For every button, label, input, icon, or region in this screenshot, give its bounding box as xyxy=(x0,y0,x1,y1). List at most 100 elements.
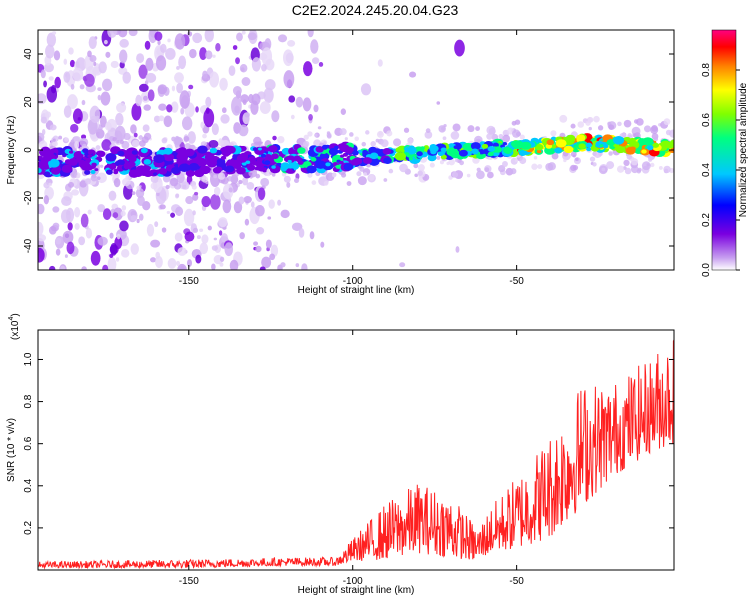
band-halo-blob xyxy=(545,163,554,171)
spectrogram-panel: -150 -100 -50 -40 -20 0 20 40 Height of straigh… xyxy=(6,29,675,296)
noise-blob xyxy=(101,139,112,151)
noise-blob xyxy=(74,141,80,149)
noise-blob xyxy=(74,223,80,230)
noise-blob xyxy=(180,107,185,115)
noise-blob xyxy=(290,114,295,120)
noise-blob xyxy=(454,39,465,57)
band-blob xyxy=(665,141,674,149)
noise-blob xyxy=(287,40,296,47)
band-blob xyxy=(334,145,339,150)
snr-ticks: -150 -100 -50 0.2 0.4 0.6 0.8 1.0 xyxy=(23,330,674,587)
colorbar-tick-label: 0.2 xyxy=(701,213,712,227)
band-blob xyxy=(271,165,276,169)
band-blob xyxy=(625,146,636,155)
band-blob xyxy=(123,163,131,170)
noise-blob xyxy=(154,221,159,228)
noise-blob xyxy=(73,136,81,143)
band-blob xyxy=(335,164,341,169)
noise-blob xyxy=(238,124,249,137)
band-halo-blob xyxy=(257,141,262,146)
noise-blob xyxy=(243,196,252,204)
band-halo-blob xyxy=(653,136,659,142)
noise-blob xyxy=(295,96,304,108)
noise-blob xyxy=(163,115,173,128)
band-halo-blob xyxy=(593,115,600,123)
noise-blob xyxy=(138,64,148,79)
band-halo-blob xyxy=(79,137,89,147)
band-blob xyxy=(185,160,190,164)
noise-blob xyxy=(135,94,142,107)
noise-blob xyxy=(269,253,276,261)
band-halo-blob xyxy=(514,119,521,125)
noise-blob xyxy=(55,248,61,256)
noise-blob xyxy=(97,236,108,246)
band-blob xyxy=(315,146,324,153)
noise-blob xyxy=(318,62,324,67)
band-halo-blob xyxy=(150,182,158,190)
noise-blob xyxy=(399,262,406,268)
band-blob xyxy=(252,160,258,166)
noise-blob xyxy=(131,191,136,195)
band-halo-blob xyxy=(592,162,597,167)
band-halo-blob xyxy=(446,161,450,166)
band-blob xyxy=(470,142,481,150)
band-blob xyxy=(46,151,51,155)
band-blob xyxy=(38,155,43,160)
band-halo-blob xyxy=(70,171,78,179)
noise-blob xyxy=(52,206,60,213)
noise-blob xyxy=(105,122,112,131)
band-blob xyxy=(84,170,91,175)
x-tick-label: -100 xyxy=(343,276,363,287)
band-blob xyxy=(586,146,592,152)
noise-blob xyxy=(303,61,313,77)
noise-blob xyxy=(113,177,121,188)
noise-blob xyxy=(49,124,57,131)
band-halo-blob xyxy=(96,176,101,181)
noise-blob xyxy=(295,263,300,268)
noise-blob xyxy=(298,227,305,238)
band-blob xyxy=(339,160,344,165)
band-halo-blob xyxy=(608,151,613,156)
noise-blob xyxy=(256,226,265,235)
noise-blob xyxy=(201,234,209,244)
noise-blob xyxy=(155,55,167,71)
band-blob xyxy=(184,148,195,157)
band-blob xyxy=(94,168,99,172)
noise-blob xyxy=(221,233,228,243)
band-blob xyxy=(82,148,89,154)
noise-blob xyxy=(105,51,111,58)
band-blob xyxy=(362,157,373,165)
band-blob xyxy=(306,165,317,174)
band-halo-blob xyxy=(344,137,348,141)
band-blob xyxy=(606,139,616,146)
noise-blob xyxy=(255,245,262,253)
band-blob xyxy=(641,149,647,154)
noise-blob xyxy=(283,70,295,88)
band-blob xyxy=(267,145,278,153)
noise-blob xyxy=(110,242,118,256)
noise-blob xyxy=(97,204,106,213)
band-blob xyxy=(352,150,359,156)
band-blob xyxy=(520,141,532,150)
band-halo-blob xyxy=(484,167,490,173)
band-halo-blob xyxy=(143,132,152,141)
noise-blob xyxy=(340,108,346,116)
noise-blob xyxy=(70,123,79,133)
noise-blob xyxy=(145,72,157,83)
band-halo-blob xyxy=(370,140,377,147)
noise-blob xyxy=(74,207,81,218)
noise-blob xyxy=(102,78,113,92)
y-tick-label: 0.4 xyxy=(23,478,34,492)
noise-blob xyxy=(179,90,191,109)
band-halo-blob xyxy=(52,138,56,142)
colorbar-tick-label: 0.6 xyxy=(701,113,712,127)
noise-blob xyxy=(51,31,57,35)
noise-blob xyxy=(102,264,109,270)
band-halo-blob xyxy=(202,133,207,139)
noise-blob xyxy=(145,57,154,71)
band-blob xyxy=(325,162,331,167)
noise-blob xyxy=(211,245,218,251)
noise-blob xyxy=(102,208,112,220)
noise-blob xyxy=(84,73,95,87)
noise-blob xyxy=(38,203,45,215)
